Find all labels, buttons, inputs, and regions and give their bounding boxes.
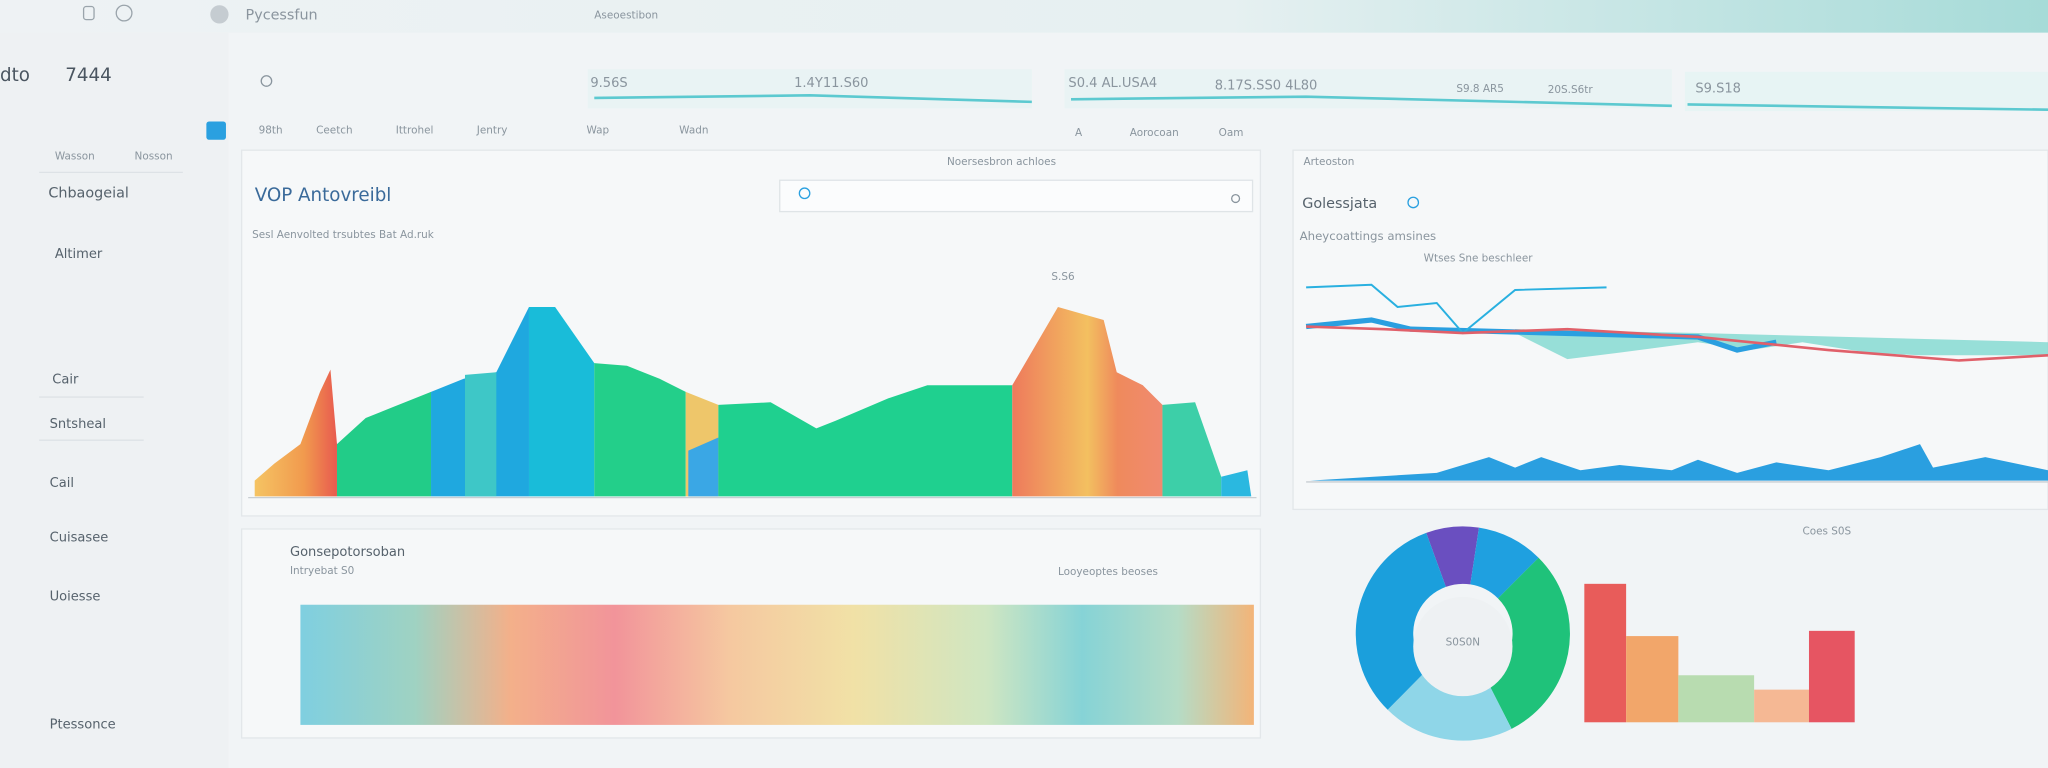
sparkline (1687, 103, 2048, 112)
sidebar (0, 32, 229, 768)
area-segment (1162, 402, 1222, 497)
line (1306, 283, 1607, 335)
search-icon[interactable] (260, 75, 273, 87)
search-icon[interactable] (1407, 196, 1420, 209)
sidebar-item[interactable]: Cail (50, 476, 74, 491)
sidebar-item[interactable]: Cuisasee (50, 531, 109, 546)
nav-item[interactable]: Wap (586, 125, 609, 137)
panel-note: Coes S0S (1802, 526, 1851, 538)
area-segment (464, 372, 497, 497)
line (1306, 325, 2048, 362)
area-segment (254, 369, 337, 497)
nav-item[interactable]: A (1075, 127, 1083, 139)
stat-card (1064, 69, 1672, 109)
nav-item[interactable]: Jentry (476, 125, 508, 137)
app-name: Pycessfun (246, 8, 318, 24)
sidebar-item[interactable]: Sntsheal (50, 417, 106, 432)
area (1310, 444, 2048, 481)
search-icon[interactable] (798, 187, 811, 200)
nav-item[interactable]: 98th (259, 125, 283, 137)
panel-title: Gonsepotorsoban (290, 545, 405, 560)
sidebar-title: dto (0, 65, 30, 86)
nav-item[interactable]: Ceetch (316, 125, 353, 137)
sidebar-item[interactable]: Ptessonce (50, 717, 116, 732)
donut-chart (1355, 526, 1570, 741)
panel-subtitle: Aheycoattings amsines (1300, 229, 1437, 243)
topbar (0, 0, 2048, 33)
donut-segment (1355, 526, 1570, 741)
sidebar-item[interactable]: Cair (52, 373, 79, 388)
area-segment (594, 363, 686, 497)
sparkline (594, 94, 1032, 104)
stat-value: S9.8 AR5 (1456, 83, 1504, 95)
panel-note: Arteoston (1304, 156, 1355, 168)
peak-label: S.S6 (1051, 271, 1074, 283)
stat-card (587, 69, 1032, 109)
area-chart (248, 306, 1257, 499)
line (1305, 317, 1777, 353)
icon[interactable] (115, 4, 133, 22)
donut-center: S0S0N (1446, 637, 1480, 649)
area-segment (1012, 306, 1163, 497)
bar (1584, 583, 1627, 723)
panel-subtitle: Intryebat S0 (290, 565, 354, 577)
bar (1626, 636, 1679, 723)
bar-chart (1584, 583, 1855, 723)
topbar-label: Aseoestibon (594, 10, 658, 22)
sidebar-item[interactable]: Uoiesse (50, 589, 101, 604)
stat-value: S9.S18 (1695, 81, 1741, 96)
line-chart (1305, 283, 2048, 483)
donut-segment (1355, 526, 1570, 741)
sparkline (1071, 95, 1672, 108)
sidebar-tab[interactable]: Nosson (135, 151, 173, 163)
stat-value: 1.4Y11.S60 (794, 76, 868, 91)
area-segment (1221, 470, 1252, 497)
panel-note: Looyeoptes beoses (1058, 566, 1158, 578)
sidebar-count: 7444 (65, 65, 112, 86)
area-segment (718, 385, 1013, 497)
stat-value: S0.4 AL.USA4 (1068, 76, 1157, 91)
panel-title: Golessjata (1302, 196, 1377, 212)
stat-value: 20S.S6tr (1548, 84, 1594, 96)
area-segment (336, 391, 432, 497)
area-segment (688, 437, 719, 497)
area-segment (528, 306, 595, 497)
stat-value: 9.56S (590, 76, 627, 91)
nav-item[interactable]: Ittrohel (396, 125, 434, 137)
logo (210, 5, 229, 24)
search-icon[interactable] (1231, 193, 1241, 204)
nav-item[interactable]: Oam (1219, 127, 1244, 139)
sidebar-tab[interactable]: Wasson (55, 151, 95, 163)
nav-button[interactable] (206, 121, 226, 140)
gradient-bar (300, 604, 1254, 725)
line-label: Wtses Sne beschleer (1424, 253, 1534, 265)
bar (1754, 689, 1809, 723)
stat-value: 8.17S.SS0 4L80 (1215, 79, 1318, 94)
icon[interactable] (82, 5, 95, 21)
sidebar-item[interactable]: Chbaogeial (48, 185, 129, 201)
nav-item[interactable]: Wadn (679, 125, 708, 137)
panel-title: VOP Antovreibl (255, 185, 392, 206)
bar (1678, 675, 1755, 723)
panel-note: Noersesbron achloes (947, 156, 1056, 168)
donut-segment (1355, 526, 1570, 741)
panel-subtitle: Sesl Aenvolted trsubtes Bat Ad.ruk (252, 229, 435, 241)
search-box[interactable] (779, 179, 1254, 213)
bar (1808, 630, 1855, 723)
nav-item[interactable]: Aorocoan (1130, 127, 1179, 139)
donut-hole (1413, 596, 1513, 697)
sidebar-item[interactable]: Altimer (55, 247, 103, 262)
